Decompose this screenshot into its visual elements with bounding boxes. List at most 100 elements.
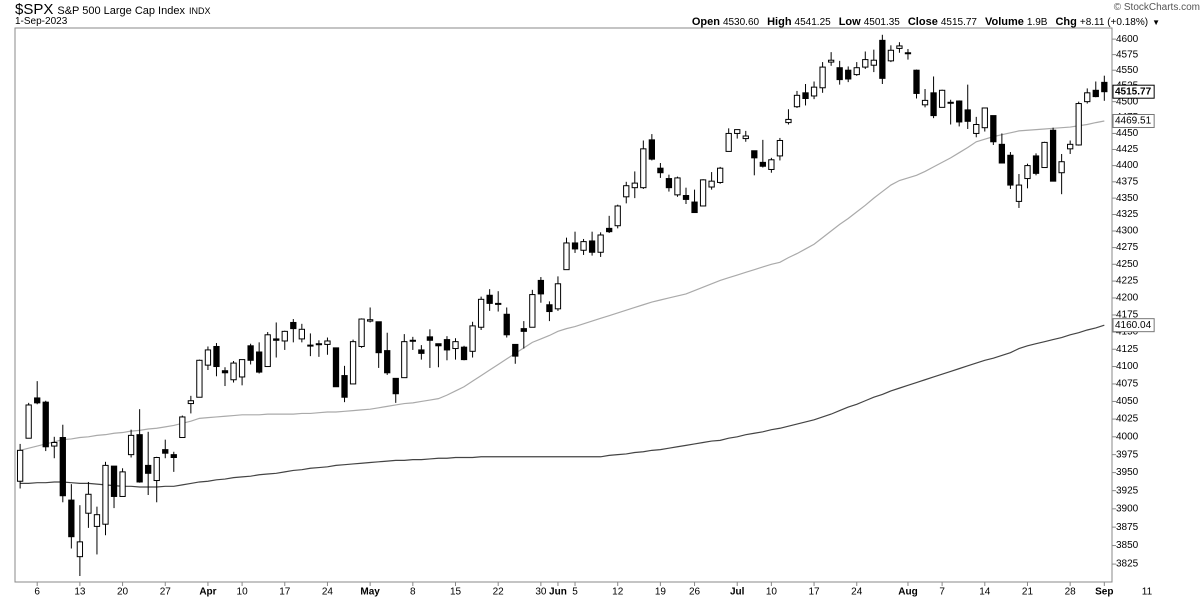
x-tick-label: 7	[939, 587, 945, 598]
candle-body	[682, 195, 690, 200]
last-value-box	[1112, 84, 1155, 99]
candle-body	[1058, 161, 1065, 174]
candle-body	[665, 178, 673, 189]
y-tick-label: 4400	[1116, 160, 1139, 171]
candle-body	[1041, 141, 1048, 169]
candle-body	[495, 302, 502, 305]
candle-body	[452, 341, 459, 350]
last-value-box	[1112, 113, 1155, 128]
candle-body	[793, 94, 801, 108]
x-tick-label: 12	[612, 587, 624, 598]
candle-body	[401, 341, 408, 379]
candle-body	[366, 319, 374, 322]
candle-body	[1032, 155, 1040, 174]
candle-body	[1084, 92, 1091, 103]
x-tick-label: 17	[808, 587, 820, 598]
candle-body	[981, 107, 988, 129]
x-tick-label: 24	[322, 587, 334, 598]
y-tick-label: 4050	[1116, 396, 1139, 407]
candle-body	[674, 177, 681, 196]
y-tick-label: 3975	[1116, 449, 1139, 460]
y-tick-label: 4250	[1116, 259, 1139, 270]
candle-body	[546, 304, 553, 313]
candle-body	[281, 330, 288, 342]
candle-body	[512, 343, 519, 357]
y-tick-label: 4500	[1116, 96, 1139, 107]
candle-body	[59, 437, 66, 497]
x-tick-label: May	[360, 587, 380, 598]
y-tick-label: 4175	[1116, 310, 1139, 321]
y-tick-label: 4225	[1116, 276, 1139, 287]
subtitle: S&P 500 Large Cap Index	[57, 5, 185, 17]
y-tick-label: 3850	[1116, 540, 1139, 551]
menu-icon: ▼	[1152, 18, 1160, 27]
candle-body	[290, 321, 297, 330]
x-tick-label: 10	[237, 587, 249, 598]
quote-value: +8.11 (+0.18%)	[1079, 17, 1149, 28]
candle-body	[998, 143, 1006, 164]
candle-body	[836, 67, 843, 81]
x-tick-label: 28	[1065, 587, 1077, 598]
y-tick-label: 3925	[1116, 485, 1139, 496]
candle-body	[845, 69, 852, 80]
candle-body	[102, 464, 109, 525]
quote: Open 4530.60 High 4541.25 Low 4501.35 Close 451…	[684, 16, 1160, 28]
candle-body	[341, 375, 348, 398]
x-tick-label: 14	[979, 587, 991, 598]
candle-body	[42, 401, 49, 448]
candle-body	[110, 465, 118, 497]
x-tick-label: Sep	[1095, 587, 1113, 598]
x-tick-label: 6	[34, 587, 40, 598]
candle-body	[648, 139, 656, 160]
candle-body	[435, 343, 442, 347]
y-tick-label: 4150	[1116, 327, 1139, 338]
candle-body	[16, 449, 24, 482]
candle-body	[213, 345, 220, 368]
candle-body	[93, 514, 101, 527]
quote-label: Open	[691, 16, 720, 28]
candle-body	[571, 242, 579, 250]
quote-value: 4530.60	[722, 17, 760, 28]
candle-body	[460, 346, 468, 361]
candle-body	[606, 227, 613, 233]
y-tick-label: 3875	[1116, 522, 1139, 533]
candle-body	[443, 339, 451, 351]
candle-body	[964, 109, 971, 122]
y-tick-label: 4000	[1116, 431, 1139, 442]
candle-body	[853, 67, 860, 76]
y-tick-label: 3825	[1116, 559, 1139, 570]
candle-body	[358, 318, 365, 347]
candle-body	[759, 161, 766, 167]
candle-body	[486, 294, 493, 304]
candle-body	[127, 434, 135, 456]
credit: © StockCharts.com	[1113, 2, 1200, 13]
candle-body	[1024, 165, 1031, 180]
candle-body	[887, 49, 895, 62]
y-tick-label: 4125	[1116, 344, 1139, 355]
candle-body	[862, 59, 869, 68]
candle-body	[375, 321, 382, 354]
candle-body	[136, 434, 143, 483]
candle-body	[230, 362, 237, 381]
candle-body	[870, 59, 877, 66]
candle-body	[657, 167, 664, 174]
candle-body	[768, 159, 775, 170]
candle-body	[990, 115, 997, 143]
candle-body	[187, 400, 195, 405]
x-tick-label: 21	[1022, 587, 1034, 598]
candles	[16, 34, 1108, 577]
x-tick-label: 13	[74, 587, 86, 598]
candle-body	[477, 298, 485, 328]
candle-body	[392, 377, 399, 395]
candle-body	[307, 344, 314, 347]
candle-body	[1092, 89, 1099, 98]
y-tick-label: 4575	[1116, 49, 1139, 60]
candle-body	[751, 150, 758, 159]
quote-label: Close	[907, 16, 938, 28]
candle-body	[699, 179, 707, 207]
candle-body	[717, 167, 724, 183]
candle-body	[529, 294, 536, 328]
candle-body	[785, 118, 792, 124]
